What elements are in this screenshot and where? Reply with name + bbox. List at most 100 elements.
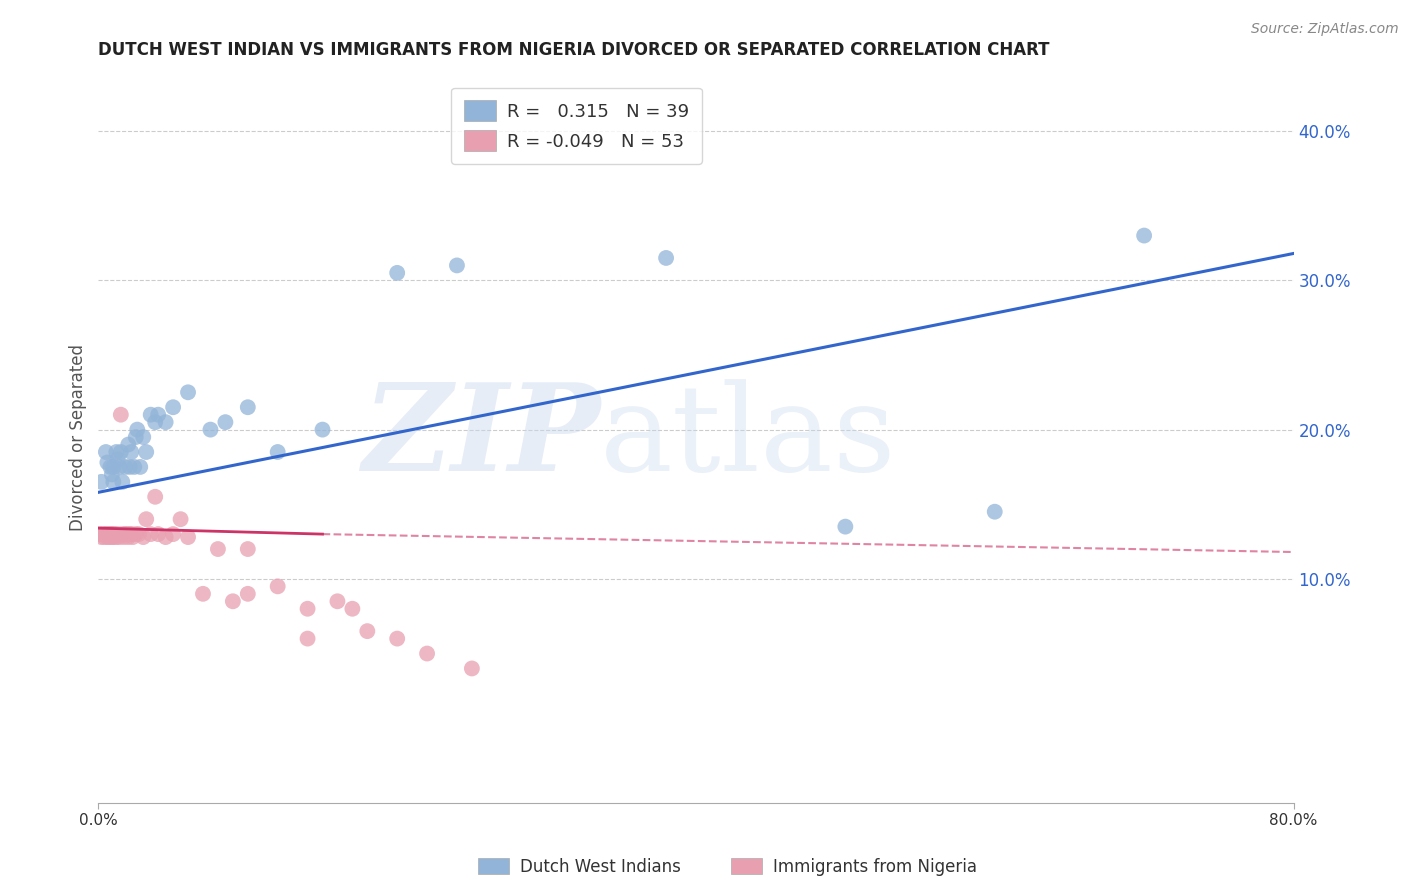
Text: Dutch West Indians: Dutch West Indians: [520, 858, 681, 876]
Point: [120, 445, 142, 459]
Point: [155, 530, 177, 544]
Point: [97, 527, 120, 541]
Text: atlas: atlas: [600, 378, 897, 496]
Point: [135, 512, 157, 526]
Point: [103, 459, 125, 474]
Point: [222, 594, 245, 608]
Y-axis label: Divorced or Separated: Divorced or Separated: [69, 343, 87, 531]
Point: [177, 385, 200, 400]
Point: [446, 259, 468, 273]
Point: [105, 530, 128, 544]
Point: [94, 527, 117, 541]
Point: [108, 530, 131, 544]
Point: [162, 401, 184, 415]
Point: [148, 527, 170, 541]
Point: [94, 445, 117, 459]
Point: [132, 530, 155, 544]
Text: Immigrants from Nigeria: Immigrants from Nigeria: [773, 858, 977, 876]
Point: [125, 430, 148, 444]
Point: [139, 408, 162, 422]
Point: [1133, 228, 1156, 243]
Point: [385, 266, 409, 280]
Point: [162, 527, 184, 541]
Point: [143, 415, 166, 429]
Point: [101, 530, 124, 544]
Text: DUTCH WEST INDIAN VS IMMIGRANTS FROM NIGERIA DIVORCED OR SEPARATED CORRELATION C: DUTCH WEST INDIAN VS IMMIGRANTS FROM NIG…: [98, 41, 1050, 59]
Point: [97, 530, 120, 544]
Point: [117, 530, 139, 544]
Point: [655, 251, 678, 265]
Point: [342, 601, 364, 615]
Point: [148, 408, 170, 422]
Point: [112, 530, 135, 544]
Point: [124, 459, 146, 474]
Point: [236, 542, 259, 557]
Point: [98, 459, 122, 474]
Point: [118, 459, 141, 474]
Point: [96, 455, 118, 469]
Point: [461, 661, 484, 675]
Point: [297, 601, 319, 615]
Point: [155, 415, 177, 429]
Point: [385, 632, 409, 646]
Point: [98, 527, 122, 541]
Point: [984, 505, 1007, 519]
Point: [89, 527, 111, 541]
Point: [191, 587, 214, 601]
Text: Source: ZipAtlas.com: Source: ZipAtlas.com: [1251, 22, 1399, 37]
Point: [107, 452, 129, 467]
Text: ZIP: ZIP: [363, 378, 600, 496]
Point: [93, 530, 115, 544]
Point: [125, 527, 148, 541]
Point: [111, 475, 134, 489]
Point: [117, 437, 139, 451]
Point: [267, 445, 290, 459]
Point: [143, 490, 166, 504]
Point: [135, 445, 157, 459]
Point: [297, 632, 319, 646]
Point: [108, 459, 131, 474]
Point: [110, 445, 132, 459]
Point: [114, 459, 136, 474]
Point: [177, 530, 200, 544]
Point: [267, 579, 290, 593]
Point: [132, 430, 155, 444]
Point: [103, 527, 125, 541]
Point: [104, 527, 127, 541]
Point: [129, 459, 152, 474]
Point: [169, 512, 191, 526]
Point: [236, 401, 259, 415]
Point: [107, 527, 129, 541]
Point: [128, 527, 150, 541]
Point: [118, 527, 141, 541]
Point: [311, 423, 333, 437]
Point: [120, 527, 142, 541]
Point: [101, 527, 124, 541]
Point: [121, 530, 143, 544]
Legend: R =   0.315   N = 39, R = -0.049   N = 53: R = 0.315 N = 39, R = -0.049 N = 53: [451, 87, 702, 164]
Point: [115, 527, 138, 541]
Point: [200, 423, 222, 437]
Point: [127, 423, 149, 437]
Point: [105, 445, 128, 459]
Point: [111, 527, 134, 541]
Point: [326, 594, 349, 608]
Point: [139, 527, 162, 541]
Point: [90, 530, 112, 544]
Point: [91, 527, 114, 541]
Point: [96, 530, 118, 544]
Point: [103, 530, 125, 544]
Point: [114, 527, 136, 541]
Point: [207, 542, 229, 557]
Point: [236, 587, 259, 601]
Point: [103, 475, 125, 489]
Point: [834, 519, 856, 533]
Point: [356, 624, 378, 639]
Point: [101, 467, 124, 482]
Point: [94, 527, 117, 541]
Point: [98, 527, 122, 541]
Point: [110, 408, 132, 422]
Point: [90, 475, 112, 489]
Point: [416, 647, 439, 661]
Point: [214, 415, 236, 429]
